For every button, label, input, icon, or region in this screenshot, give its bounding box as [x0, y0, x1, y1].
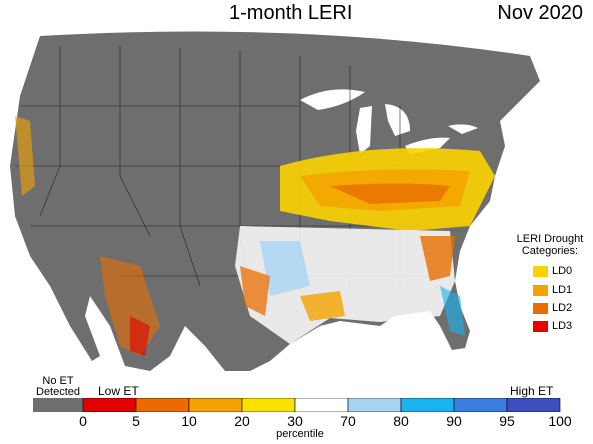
map-title: 1-month LERI [229, 2, 353, 24]
high-et-label: High ET [510, 384, 554, 398]
colorbar-segment [241, 398, 296, 412]
legend-label-ld0: LD0 [552, 265, 573, 277]
legend-label-ld1: LD1 [552, 284, 573, 296]
colorbar-segment [506, 398, 561, 412]
legend-swatch-ld3 [533, 321, 548, 332]
legend-label-ld3: LD3 [552, 320, 573, 332]
colorbar [33, 398, 561, 412]
colorbar-tick-label: 10 [181, 413, 197, 429]
legend-item-ld2: LD2 [533, 302, 573, 314]
colorbar-segment [453, 398, 508, 412]
colorbar-segment [400, 398, 455, 412]
colorbar-tick-label: 100 [548, 413, 572, 429]
et-overlay [15, 116, 495, 356]
legend-title-line2: Categories: [521, 245, 579, 257]
no-et-label: No ET Detected [36, 376, 80, 398]
legend-swatch-ld0 [533, 266, 548, 277]
colorbar-tick-label: 80 [393, 413, 409, 429]
legend-title: LERI Drought Categories: [511, 233, 589, 257]
colorbar-segment [82, 398, 137, 412]
colorbar-tick-label: 90 [446, 413, 462, 429]
low-et-label: Low ET [98, 384, 139, 398]
colorbar-segment [347, 398, 402, 412]
colorbar-tick-label: 95 [499, 413, 515, 429]
legend-item-ld1: LD1 [533, 284, 573, 296]
no-et-line2: Detected [36, 386, 81, 398]
lake-huron [385, 104, 410, 136]
lake-ontario [448, 124, 478, 134]
colorbar-tick-label: 30 [287, 413, 303, 429]
colorbar-tick-label: 0 [79, 413, 87, 429]
legend-swatch-ld1 [533, 285, 548, 296]
percentile-label: percentile [276, 428, 324, 440]
colorbar-tick-label: 5 [132, 413, 140, 429]
legend-item-ld3: LD3 [533, 320, 573, 332]
legend-label-ld2: LD2 [552, 302, 573, 314]
legend-title-line1: LERI Drought [516, 233, 584, 245]
leri-map [0, 26, 593, 376]
legend-item-ld0: LD0 [533, 265, 573, 277]
lake-michigan [356, 106, 372, 154]
colorbar-tick-label: 20 [234, 413, 250, 429]
map-date: Nov 2020 [497, 2, 583, 24]
colorbar-segment [294, 398, 349, 412]
colorbar-no-et-segment [33, 398, 83, 412]
lake-superior [300, 89, 365, 110]
colorbar-segment [135, 398, 190, 412]
colorbar-segment [188, 398, 243, 412]
legend-swatch-ld2 [533, 303, 548, 314]
colorbar-tick-label: 70 [340, 413, 356, 429]
no-et-line1: No ET [42, 375, 74, 387]
